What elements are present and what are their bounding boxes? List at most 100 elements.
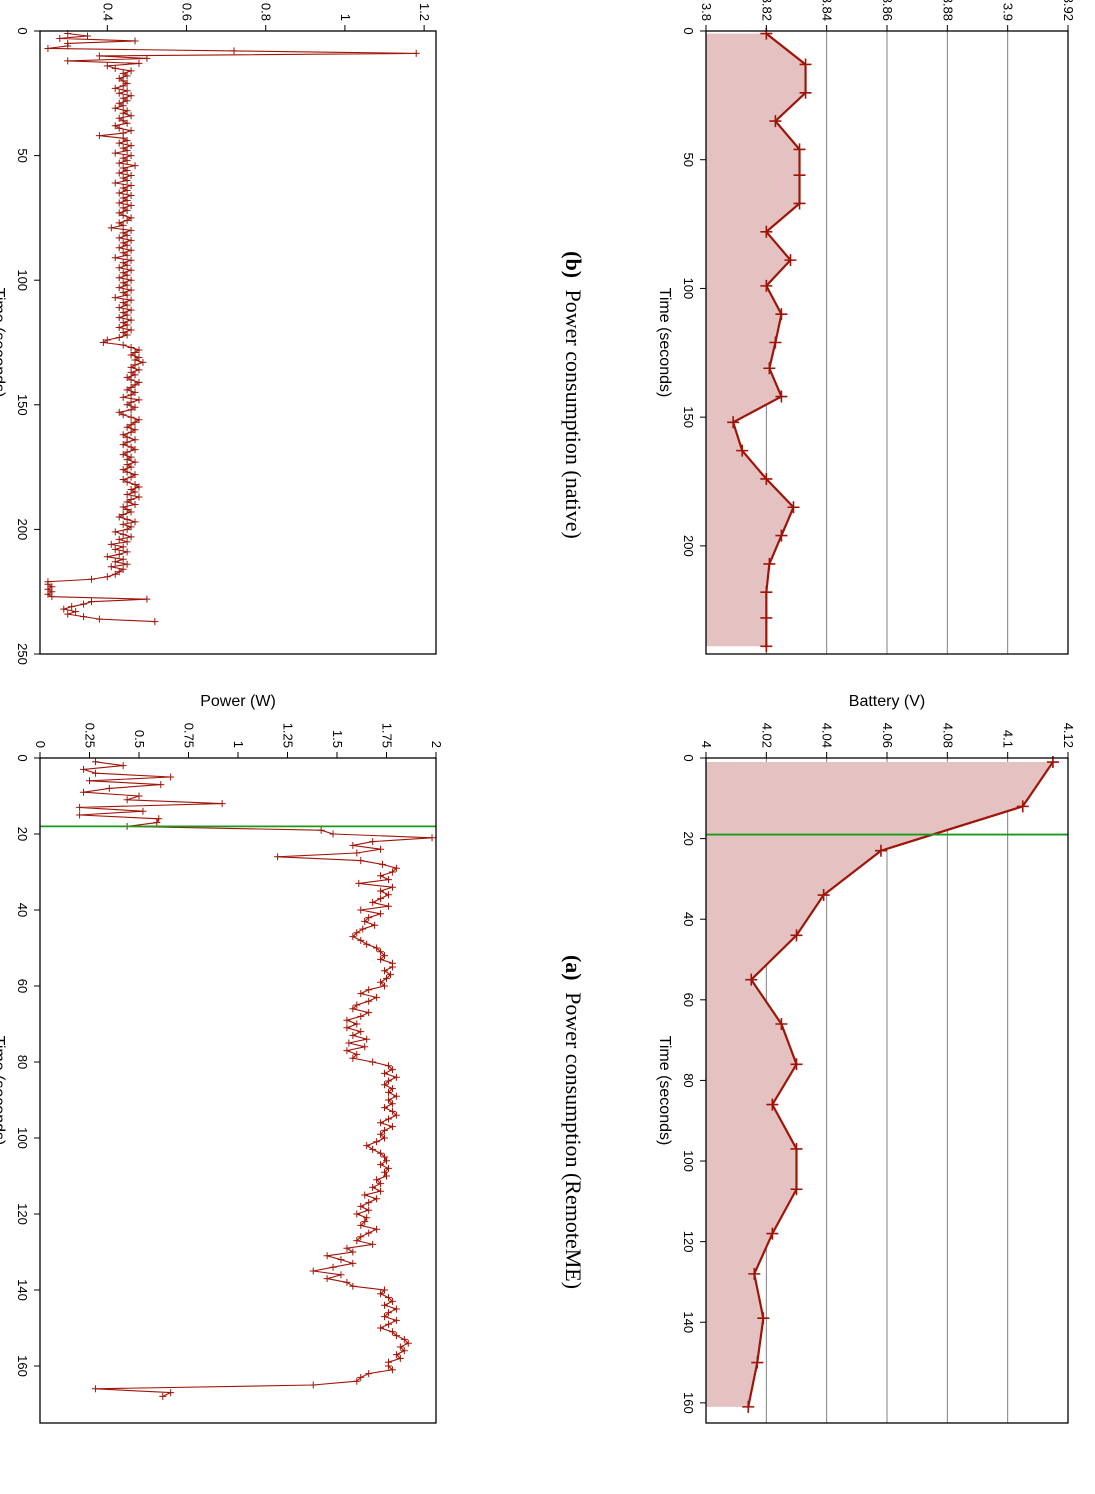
power_native-point: [111, 528, 119, 536]
power_native-point: [123, 107, 131, 115]
power_remoteme-point: [381, 952, 389, 960]
power_remoteme-point: [383, 1157, 390, 1165]
power_remoteme-point: [377, 895, 385, 903]
power_native-y-tick-label: 0.6: [180, 3, 195, 21]
power_native-point: [119, 341, 127, 349]
power_remoteme-point: [392, 1111, 400, 1119]
power_remoteme-point: [384, 876, 392, 884]
battery_remoteme-y-tick-label: 4.02: [759, 723, 774, 748]
battery_native-point: [763, 362, 776, 375]
power_native-point: [123, 560, 131, 568]
power_native-point: [127, 421, 135, 429]
battery_native-point: [787, 501, 800, 514]
power_remoteme-point: [392, 1305, 400, 1313]
power_remoteme-point: [381, 1168, 389, 1176]
power_native-point: [143, 595, 151, 603]
power_native-point: [68, 603, 76, 611]
svg-text:(b) Power consumption (n: (b) Power consumption (native): [561, 251, 586, 539]
power_native-point: [115, 568, 123, 576]
power_remoteme-point: [381, 1081, 389, 1089]
power_native-point: [123, 548, 131, 556]
battery_native-point: [760, 225, 773, 238]
power_native-point: [111, 64, 119, 72]
power_remoteme-point: [349, 1054, 357, 1062]
power_native-point: [119, 530, 127, 538]
power_remoteme-y-tick-label: 1.5: [330, 730, 345, 748]
power_remoteme-point: [317, 826, 325, 834]
power_remoteme-point: [369, 1145, 377, 1153]
power_remoteme-point: [349, 1282, 357, 1290]
power_native-point: [123, 261, 131, 269]
battery_native-point: [736, 444, 749, 457]
power_remoteme-point: [377, 955, 385, 963]
power_native-point: [103, 573, 111, 581]
power_native-point: [131, 458, 139, 466]
power_remoteme-point: [363, 1214, 371, 1222]
power_native-point: [123, 251, 131, 259]
power_remoteme-point: [123, 796, 131, 804]
power_native-point: [119, 211, 127, 219]
power_native-point: [115, 89, 123, 97]
power_remoteme-point: [371, 921, 379, 929]
power_native-point: [123, 505, 131, 513]
power_remoteme-point: [384, 1088, 392, 1096]
power_native-point: [111, 122, 119, 130]
power_remoteme-point: [76, 811, 84, 819]
battery_native-point: [769, 115, 782, 128]
power_native-point: [111, 294, 119, 302]
power_native-point: [115, 114, 123, 122]
power_remoteme-point: [377, 910, 385, 918]
power_native-point: [115, 189, 123, 197]
power_remoteme-point: [381, 1104, 389, 1112]
power_remoteme-point: [218, 800, 226, 808]
power_native-point: [115, 209, 123, 217]
power_native-point: [95, 52, 103, 60]
power_native-point: [135, 416, 143, 424]
power_remoteme-point: [373, 993, 381, 1001]
power_native-point: [115, 74, 123, 82]
power_remoteme-plot-area: 0 20 40 60 80 100 120 140 160 0 0.25 0.5 0.75 1 1.25 1.…: [0, 693, 444, 1424]
power_native-point: [123, 206, 131, 214]
power_native-point: [103, 62, 111, 70]
power_remoteme-point: [309, 1267, 317, 1275]
power_remoteme-point: [365, 997, 373, 1005]
power_native-point: [119, 134, 127, 142]
power_remoteme-point: [381, 1313, 389, 1321]
power_native-point: [119, 174, 127, 182]
battery_remoteme-series-line: [747, 761, 1054, 1408]
power_native-point: [123, 186, 131, 194]
battery_native-area-fill: [706, 33, 806, 647]
power_remoteme-point: [363, 1035, 371, 1043]
power_native-point: [131, 348, 139, 356]
power_native-point: [135, 396, 143, 404]
power_native-point: [127, 182, 135, 190]
battery_remoteme-point: [817, 889, 830, 902]
power_remoteme-point: [377, 887, 385, 895]
power_native-point: [127, 226, 135, 234]
power_remoteme-point: [388, 1085, 396, 1093]
power_native-point: [56, 34, 64, 42]
power_native-point: [60, 605, 68, 613]
power_native-x-tick-label: 150: [15, 394, 30, 416]
power_native-point: [230, 47, 238, 55]
power_remoteme-point: [80, 765, 88, 773]
power_remoteme-point: [377, 1149, 385, 1157]
power_native-y-tick-label: 1: [338, 14, 353, 21]
battery_native-point: [799, 86, 812, 99]
power_remoteme-x-tick-label: 60: [15, 979, 30, 993]
power_remoteme-point: [377, 1180, 385, 1188]
power_remoteme-point: [365, 1199, 373, 1207]
power_native-point: [127, 453, 135, 461]
power_native-point: [127, 376, 135, 384]
power_native-point: [119, 503, 127, 511]
power_native-point: [123, 438, 131, 446]
power_native-x-tick-label: 100: [15, 269, 30, 291]
power_remoteme-point: [392, 1351, 400, 1359]
power_native-point: [123, 157, 131, 165]
power_remoteme-point: [357, 1202, 365, 1210]
power_remoteme-point: [337, 1271, 345, 1279]
svg-text:(a) Power consumption (R: (a) Power consumption (RemoteME): [561, 955, 586, 1289]
power_remoteme-point: [369, 898, 377, 906]
power_native-point: [127, 266, 135, 274]
power_native-point: [123, 231, 131, 239]
